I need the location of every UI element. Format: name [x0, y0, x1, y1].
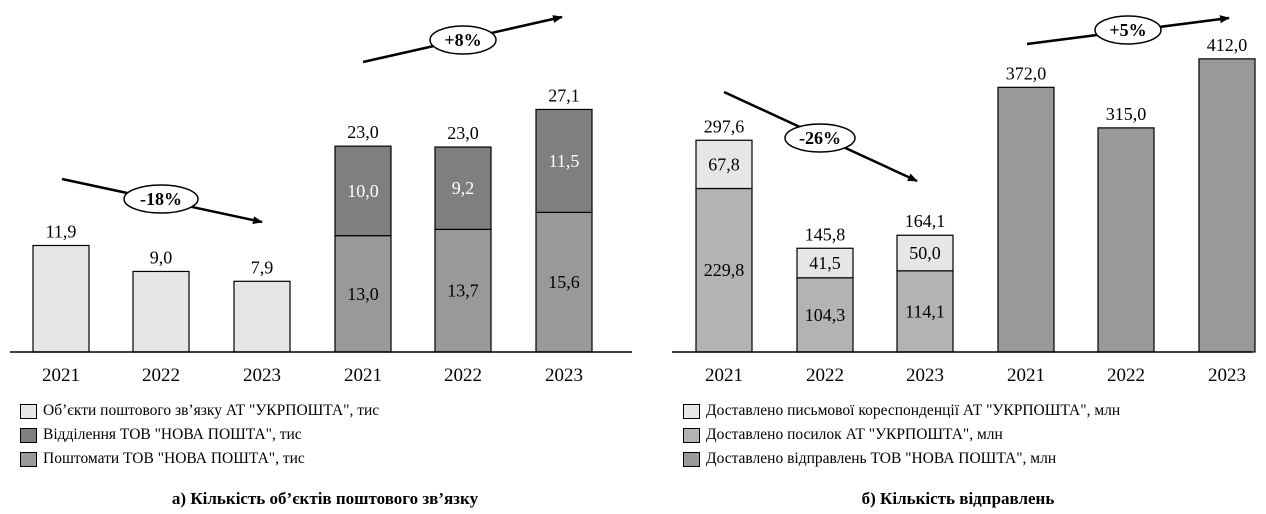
bar-total-label: 297,6	[704, 116, 745, 136]
bar-total-label: 164,1	[905, 211, 946, 231]
legend-item: Доставлено письмової кореспонденції АТ "…	[683, 399, 1120, 423]
x-tick-label: 2021	[42, 365, 80, 386]
legend-swatch	[683, 451, 700, 467]
legend-right: Доставлено письмової кореспонденції АТ "…	[683, 399, 1120, 471]
bar-segment-label: 41,5	[809, 253, 841, 273]
bar-segment	[32, 244, 90, 353]
bar-segment-label: 114,1	[905, 301, 945, 321]
bar-total-label: 23,0	[447, 123, 479, 143]
bar-segment	[695, 139, 753, 190]
bar-segment-label: 229,8	[704, 260, 745, 280]
chart-caption-right: б) Кількість відправлень	[861, 489, 1055, 508]
bar-segment	[434, 146, 492, 230]
x-tick-label: 2021	[344, 365, 382, 386]
legend-item: Доставлено відправлень ТОВ "НОВА ПОШТА",…	[683, 447, 1120, 471]
trend-label: -26%	[799, 128, 841, 148]
bar-segment-label: 15,6	[548, 272, 580, 292]
bar-total-label: 27,1	[548, 85, 580, 105]
bar-segment	[233, 280, 291, 353]
legend-swatch	[683, 427, 700, 443]
trend-label: +8%	[444, 30, 481, 50]
bar-segment-label: 9,2	[452, 178, 475, 198]
legend-item: Поштомати ТОВ "НОВА ПОШТА", тис	[20, 447, 379, 471]
bar-segment	[1198, 58, 1256, 353]
bar-total-label: 315,0	[1106, 104, 1147, 124]
bar-total-label: 145,8	[805, 224, 846, 244]
trend-badge	[429, 25, 497, 55]
bar-segment	[796, 247, 854, 279]
bar-segment-label: 13,7	[447, 281, 479, 301]
legend-label: Відділення ТОВ "НОВА ПОШТА", тис	[43, 426, 302, 443]
bar-segment-label: 11,5	[549, 151, 580, 171]
bar-total-label: 23,0	[347, 122, 379, 142]
chart-caption-left: а) Кількість об’єктів поштового зв’язку	[171, 489, 479, 508]
bar-segment	[695, 187, 753, 353]
bar-segment	[334, 145, 392, 237]
legend-label: Поштомати ТОВ "НОВА ПОШТА", тис	[43, 450, 305, 467]
bar-total-label: 412,0	[1207, 35, 1248, 55]
bar-segment	[132, 270, 190, 353]
bar-segment-label: 104,3	[805, 305, 846, 325]
bar-segment	[434, 228, 492, 353]
legend-label: Доставлено письмової кореспонденції АТ "…	[706, 402, 1121, 419]
x-tick-label: 2022	[1107, 365, 1145, 386]
legend-swatch	[20, 403, 37, 419]
legend-swatch	[20, 451, 37, 467]
x-tick-label: 2023	[243, 365, 281, 386]
x-tick-label: 2022	[142, 365, 180, 386]
bar-total-label: 11,9	[46, 221, 77, 241]
x-tick-label: 2023	[906, 365, 944, 386]
legend-item: Доставлено посилок АТ "УКРПОШТА", млн	[683, 423, 1120, 447]
trend-badge	[784, 123, 856, 153]
x-tick-label: 2021	[705, 365, 743, 386]
x-tick-label: 2022	[806, 365, 844, 386]
bar-total-label: 9,0	[150, 247, 173, 267]
legend-item: Об’єкти поштового зв’язку АТ "УКРПОШТА",…	[20, 399, 379, 423]
bar-segment	[535, 108, 593, 213]
bar-segment	[334, 235, 392, 353]
legend-left: Об’єкти поштового зв’язку АТ "УКРПОШТА",…	[20, 399, 379, 471]
x-tick-label: 2023	[1208, 365, 1246, 386]
trend-badge	[1094, 15, 1162, 45]
bar-segment-label: 67,8	[708, 154, 740, 174]
legend-item: Відділення ТОВ "НОВА ПОШТА", тис	[20, 423, 379, 447]
legend-label: Доставлено відправлень ТОВ "НОВА ПОШТА",…	[706, 450, 1057, 467]
bar-segment	[535, 211, 593, 353]
bar-total-label: 372,0	[1006, 63, 1047, 83]
bar-segment	[1097, 127, 1155, 353]
bar-segment-label: 10,0	[347, 181, 379, 201]
trend-label: +5%	[1109, 20, 1146, 40]
legend-label: Об’єкти поштового зв’язку АТ "УКРПОШТА",…	[43, 402, 380, 419]
trend-badge	[123, 184, 199, 214]
x-tick-label: 2021	[1007, 365, 1045, 386]
trend-label: -18%	[140, 189, 182, 209]
legend-label: Доставлено посилок АТ "УКРПОШТА", млн	[706, 426, 1003, 443]
bar-segment-label: 13,0	[347, 284, 379, 304]
bar-segment-label: 50,0	[909, 243, 941, 263]
bar-total-label: 7,9	[251, 257, 274, 277]
bar-segment	[896, 270, 954, 353]
x-tick-label: 2022	[444, 365, 482, 386]
bar-segment	[997, 86, 1055, 353]
bar-segment	[896, 234, 954, 272]
x-tick-label: 2023	[545, 365, 583, 386]
legend-swatch	[20, 427, 37, 443]
legend-swatch	[683, 403, 700, 419]
